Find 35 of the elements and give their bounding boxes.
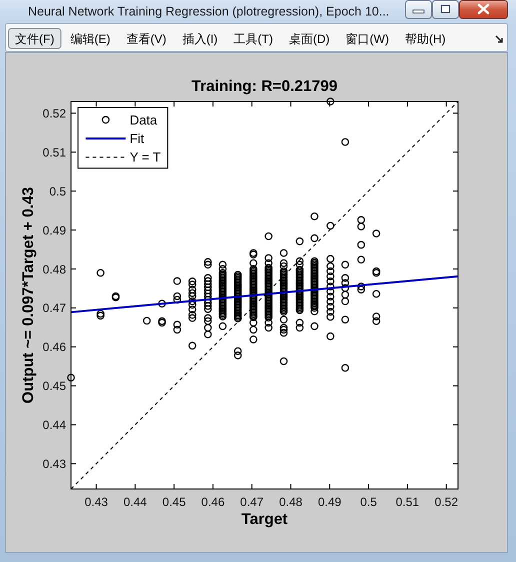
x-tick-label: 0.44 [123,495,148,509]
text: 文件(F) [15,32,54,46]
text: 桌面(D) [288,32,330,46]
text: 编辑(E) [70,32,110,46]
y-tick-label: 0.46 [42,340,66,354]
x-tick-label: 0.51 [396,495,420,509]
y-tick-label: 0.5 [49,184,66,198]
y-tick-label: 0.51 [42,145,66,160]
y-tick-label: 0.43 [42,456,66,471]
y-tick-label: 0.47 [42,301,66,316]
x-tick-label: 0.47 [240,495,264,509]
x-axis-title: Target [241,511,288,528]
legend-label: Y = T [130,150,161,165]
y-tick-label: 0.44 [42,418,66,432]
y-tick-label: 0.52 [42,106,66,120]
x-tick-label: 0.45 [162,495,186,509]
y-tick-label: 0.45 [42,379,66,394]
text: 查看(V) [126,32,166,46]
text: 工具(T) [234,32,273,46]
x-tick-label: 0.5 [360,495,378,509]
text: 窗口(W) [346,32,389,46]
x-tick-label: 0.49 [318,495,342,509]
text: 帮助(H) [404,32,446,46]
x-tick-label: 0.46 [201,495,225,509]
x-tick-label: 0.43 [84,495,108,509]
y-axis-title: Output ~= 0.097*Target + 0.43 [20,186,37,404]
chart-title: Training: R=0.21799 [191,78,338,95]
y-tick-label: 0.49 [42,223,66,238]
x-tick-label: 0.48 [279,495,303,509]
x-tick-label: 0.52 [434,495,458,509]
text: 插入(I) [182,32,218,46]
legend-label: Fit [130,131,145,146]
text: Neural Network Training Regression (plotregression), Epoch 10... [28,4,390,18]
y-tick-label: 0.48 [42,262,66,276]
legend-label: Data [130,112,158,128]
